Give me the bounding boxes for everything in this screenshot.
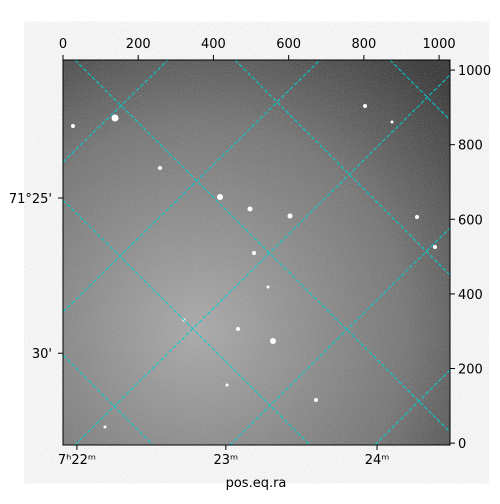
world-x-tick-label: 23ᵐ (214, 453, 239, 468)
sky-image (63, 60, 450, 445)
y-tick-label: 600 (458, 213, 483, 228)
world-x-tick-label: 24ᵐ (365, 453, 390, 468)
coordinate-grid (62, 59, 451, 446)
x-tick-label: 800 (351, 37, 376, 52)
world-y-tick-label: 71°25' (9, 192, 52, 207)
y-tick-label: 400 (458, 288, 483, 303)
axes-frame (62, 59, 451, 446)
world-y-tick-label: 30' (32, 347, 52, 362)
y-tick-label: 0 (458, 437, 466, 452)
x-tick-label: 400 (201, 37, 226, 52)
y-tick-label: 800 (458, 139, 483, 154)
x-tick-label: 0 (59, 37, 67, 52)
x-tick-label: 600 (276, 37, 301, 52)
x-axis-label: pos.eq.ra (226, 476, 287, 491)
x-tick-label: 200 (126, 37, 151, 52)
world-x-tick-label: 7ʰ22ᵐ (58, 453, 96, 468)
x-tick-label: 1000 (423, 37, 456, 52)
y-tick-label: 200 (458, 363, 483, 378)
y-tick-label: 1000 (458, 64, 491, 79)
